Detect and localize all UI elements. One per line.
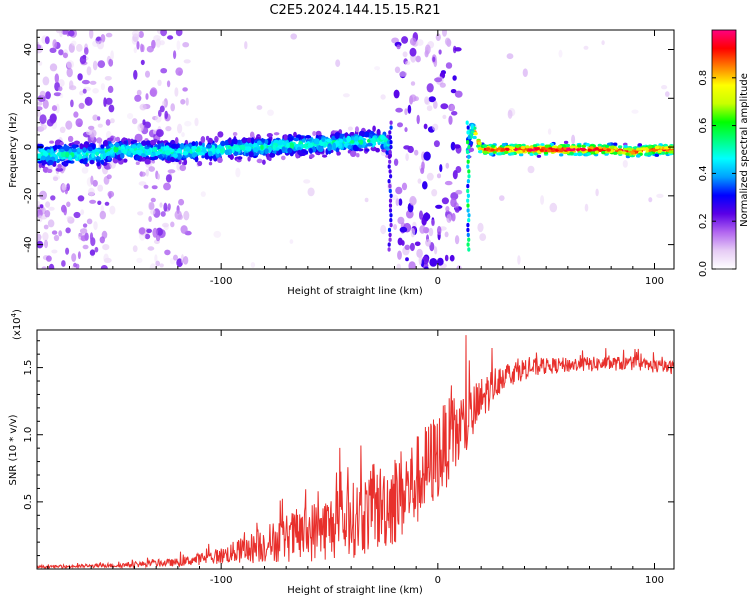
colorbar-ticks: 0.0 0.2 0.4 0.6 0.8: [698, 70, 736, 277]
spectrogram-frame: [36, 29, 675, 270]
spectrogram-y-axis: -40 -20 0 20 40: [23, 36, 674, 258]
colorbar-tick-label: 0.0: [698, 261, 709, 277]
colorbar-tick-label: 0.6: [698, 118, 709, 134]
snr-y-label: SNR (10 * v/v): [8, 414, 19, 485]
y-tick-label: 0: [23, 144, 34, 150]
y-tick-label: 1.0: [23, 427, 34, 443]
snr-x-label: Height of straight line (km): [287, 585, 423, 596]
x-tick-label: -100: [210, 276, 233, 287]
snr-y-scale-base: (x10: [12, 317, 23, 340]
spectrogram-x-label: Height of straight line (km): [287, 286, 423, 297]
y-tick-label: 20: [23, 92, 34, 105]
y-tick-label: -20: [23, 188, 34, 204]
x-tick-label: 100: [645, 276, 664, 287]
y-tick-label: 40: [23, 43, 34, 56]
snr-y-scale-label: (x104): [10, 309, 23, 340]
chart-title: C2E5.2024.144.15.15.R21: [269, 3, 440, 18]
snr-plot: -100 0 100 0.5 1.0 1.5 Height of straight li…: [8, 309, 675, 596]
y-tick-label: 0.5: [23, 494, 34, 510]
colorbar: 0.0 0.2 0.4 0.6 0.8 Normalized spectral ampl…: [698, 29, 750, 277]
colorbar-label: Normalized spectral amplitude: [739, 73, 750, 227]
y-tick-label: 1.5: [23, 360, 34, 376]
snr-series-line: [37, 335, 674, 569]
snr-y-scale-exponent: 4: [10, 312, 18, 317]
spectrogram-plot: -100 0 100 -40 -20 0 20 40 Height of straight …: [8, 29, 675, 297]
snr-y-scale-close: ): [12, 309, 23, 313]
spectrogram-x-axis: -100 0 100: [47, 30, 664, 287]
colorbar-tick-label: 0.4: [698, 165, 709, 181]
colorbar-tick-label: 0.8: [698, 70, 709, 86]
snr-y-axis: 0.5 1.0 1.5: [23, 340, 674, 557]
snr-frame: [36, 329, 675, 570]
spectrogram-heatmap: [37, 30, 674, 269]
x-tick-label: 0: [435, 575, 441, 586]
colorbar-gradient: [711, 29, 737, 270]
colorbar-tick-label: 0.2: [698, 213, 709, 229]
snr-x-axis: -100 0 100: [47, 330, 664, 586]
snr-y-scale: (x104): [10, 309, 23, 340]
x-tick-label: -100: [210, 575, 233, 586]
y-tick-label: -40: [23, 236, 34, 252]
x-tick-label: 0: [435, 276, 441, 287]
x-tick-label: 100: [645, 575, 664, 586]
spectrogram-y-label: Frequency (Hz): [8, 112, 19, 188]
